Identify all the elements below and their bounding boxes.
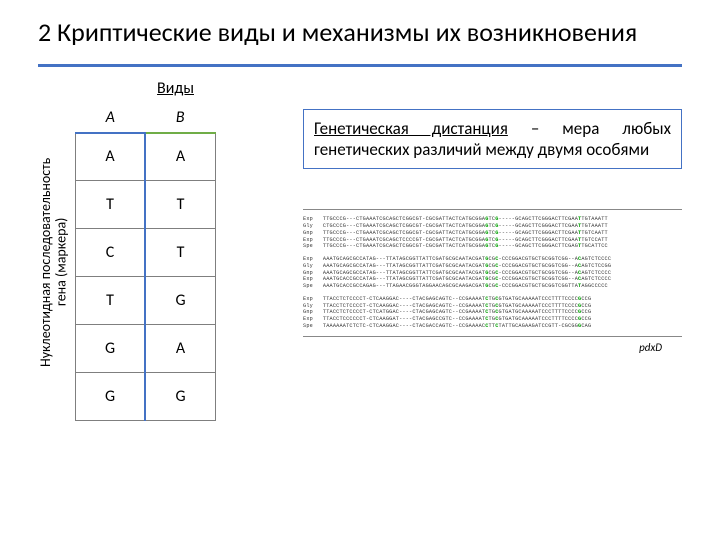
page-title: 2 Криптические виды и механизмы их возни… <box>38 18 682 48</box>
sequence-alignment: Exp TTGCCCG---CTGAAATCGCAGCTCGGCGT-CGCGA… <box>303 209 682 336</box>
table-cell: G <box>75 325 145 373</box>
table-cell: G <box>145 373 215 421</box>
table-row: GA <box>75 325 215 373</box>
alignment-group: Exp AAATGCAGCGCCATAG---TTATAGCGGTTATTCGA… <box>303 256 682 290</box>
alignment-group: Exp TTACCTCTCCCCT-CTCAAGGAC----CTACGAGCA… <box>303 296 682 330</box>
table-cell: T <box>75 181 145 229</box>
table-cell: A <box>75 133 145 181</box>
table-header-a: A <box>75 103 145 133</box>
table-cell: T <box>75 277 145 325</box>
table-row: AA <box>75 133 215 181</box>
table-row: TT <box>75 181 215 229</box>
table-cell: T <box>145 229 215 277</box>
table-cell: T <box>145 181 215 229</box>
table-cell: G <box>145 277 215 325</box>
table-cell: A <box>145 133 215 181</box>
nucleotide-table: A B AATTCTTGGAGG <box>75 103 216 422</box>
table-row: GG <box>75 373 215 421</box>
reference-label: pdxD <box>303 341 682 354</box>
definition-box: Генетическая дистанция – мера любых гене… <box>303 109 682 170</box>
table-row: TG <box>75 277 215 325</box>
alignment-group: Exp TTGCCCG---CTGAAATCGCAGCTCGGCGT-CGCGA… <box>303 216 682 250</box>
table-cell: A <box>145 325 215 373</box>
definition-term: Генетическая дистанция <box>314 118 508 139</box>
y-axis-label: Нуклеотидная последовательностьгена (мар… <box>38 102 69 422</box>
table-cell: G <box>75 373 145 421</box>
table-row: CT <box>75 229 215 277</box>
nucleotide-table-region: Виды Нуклеотидная последовательностьгена… <box>38 79 273 422</box>
species-label: Виды <box>78 79 273 98</box>
table-header-b: B <box>145 103 215 133</box>
table-cell: C <box>75 229 145 277</box>
